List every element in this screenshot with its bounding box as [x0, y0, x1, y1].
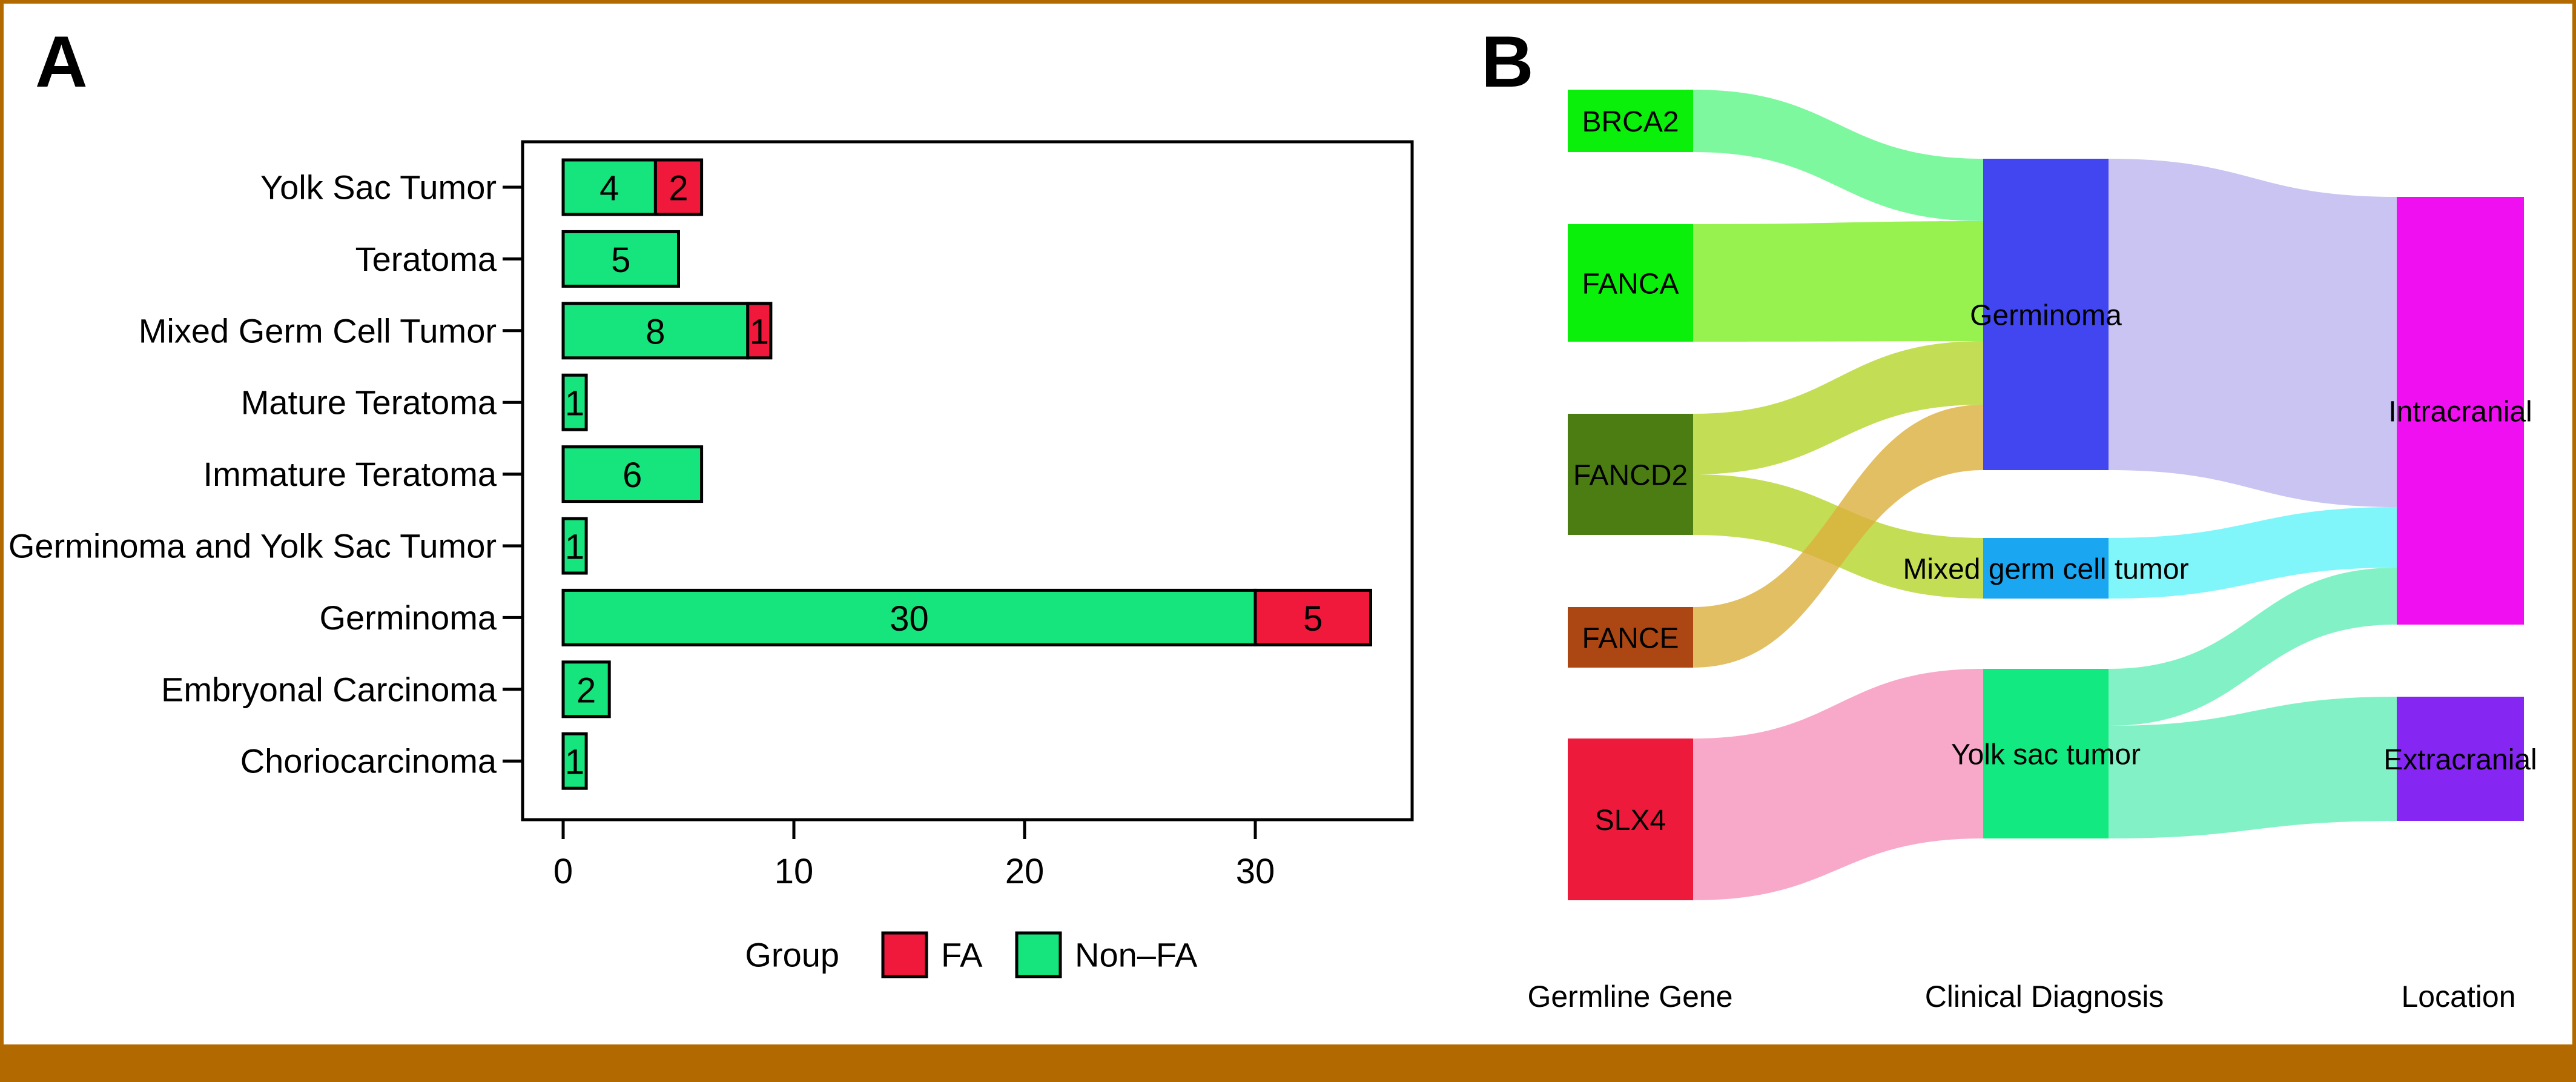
- sankey-node: [1568, 224, 1693, 342]
- bar-segment: [561, 732, 588, 790]
- sankey-link: [2109, 159, 2397, 507]
- bar-segment: [561, 373, 588, 431]
- bar-segment: [561, 517, 588, 575]
- sankey-link: [2109, 568, 2397, 726]
- category-label: Germinoma and Yolk Sac Tumor: [8, 527, 497, 565]
- bar-segment: [561, 445, 704, 503]
- bar-segment: [561, 158, 657, 216]
- x-axis-tick-label: 0: [553, 852, 573, 891]
- sankey-node-label: Germinoma: [1970, 300, 2122, 332]
- bar-value-label: 4: [599, 169, 619, 208]
- category-label: Embryonal Carcinoma: [161, 670, 497, 708]
- bar-value-label: 1: [750, 312, 769, 351]
- bar-segment: [561, 230, 680, 288]
- category-label: Choriocarcinoma: [240, 742, 497, 780]
- column-header-germline-gene: Germline Gene: [1527, 980, 1733, 1014]
- sankey-node: [1568, 90, 1693, 152]
- sankey-node-label: Yolk sac tumor: [1951, 739, 2141, 771]
- bar-value-label: 2: [669, 169, 688, 208]
- x-axis-tick-label: 30: [1236, 852, 1275, 891]
- sankey-node-label: FANCE: [1582, 623, 1679, 655]
- sankey-node-label: Mixed germ cell tumor: [1903, 554, 2188, 586]
- category-label: Teratoma: [355, 240, 497, 278]
- bar-segment: [561, 302, 750, 360]
- bar-value-label: 8: [646, 312, 665, 351]
- sankey-node-label: FANCA: [1582, 268, 1679, 300]
- category-label: Germinoma: [319, 599, 497, 637]
- sankey-node-label: SLX4: [1595, 805, 1666, 837]
- sankey-link: [2109, 507, 2397, 599]
- bar-value-label: 5: [1303, 599, 1323, 639]
- bar-value-label: 1: [565, 743, 584, 782]
- legend-item-label: FA: [941, 936, 983, 974]
- sankey-node: [1568, 414, 1693, 535]
- bar-value-label: 2: [576, 671, 596, 710]
- sankey-link: [1693, 669, 1983, 900]
- sankey-link: [1693, 405, 1983, 668]
- sankey-node: [1568, 607, 1693, 668]
- sankey-node: [1983, 538, 2109, 599]
- bar-value-label: 5: [611, 241, 630, 280]
- column-header-clinical-diagnosis: Clinical Diagnosis: [1924, 980, 2164, 1014]
- sankey-node-label: FANCD2: [1573, 460, 1688, 492]
- sankey-node: [1983, 669, 2109, 838]
- sankey-node: [1568, 738, 1693, 900]
- bar-value-label: 6: [623, 456, 642, 495]
- category-label: Immature Teratoma: [203, 455, 497, 493]
- legend-swatch: [1015, 931, 1062, 978]
- bar-segment: [561, 588, 1257, 646]
- sankey-node-label: Intracranial: [2388, 396, 2532, 428]
- category-label: Mixed Germ Cell Tumor: [139, 311, 497, 350]
- bar-value-label: 30: [890, 599, 929, 639]
- sankey-link: [1693, 341, 1983, 474]
- panel-b-letter: B: [1481, 21, 1534, 102]
- sankey-link: [2109, 697, 2397, 838]
- sankey-node: [2397, 197, 2524, 625]
- bar-value-label: 1: [565, 528, 584, 567]
- legend-title: Group: [745, 936, 839, 974]
- sankey-node: [2397, 697, 2524, 821]
- sankey-node-label: BRCA2: [1582, 106, 1679, 138]
- sankey-link: [1693, 221, 1983, 342]
- category-label: Mature Teratoma: [241, 383, 497, 422]
- bar-segment: [746, 302, 773, 360]
- bar-segment: [1253, 588, 1372, 646]
- bar-value-label: 1: [565, 384, 584, 423]
- column-header-location: Location: [2401, 980, 2516, 1014]
- panel-a-letter: A: [35, 21, 88, 102]
- bar-segment: [653, 158, 704, 216]
- plot-box: [521, 140, 1414, 821]
- sankey-node-label: Extracranial: [2383, 744, 2537, 776]
- sankey-link: [1693, 90, 1983, 221]
- category-label: Yolk Sac Tumor: [260, 168, 497, 207]
- legend-swatch: [881, 931, 928, 978]
- sankey-node: [1983, 159, 2109, 470]
- x-axis-tick-label: 10: [774, 852, 814, 891]
- bar-segment: [561, 660, 611, 719]
- x-axis-tick-label: 20: [1005, 852, 1045, 891]
- legend-item-label: Non–FA: [1075, 936, 1198, 974]
